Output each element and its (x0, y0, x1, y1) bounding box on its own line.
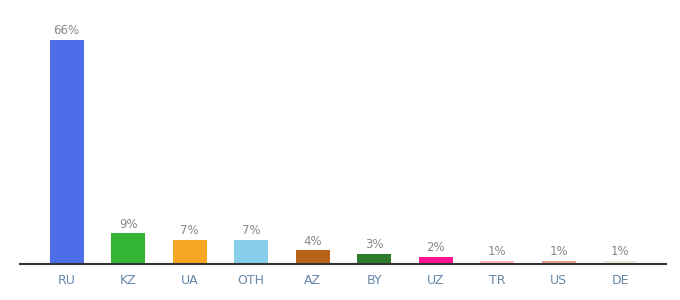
Bar (50, 40, 84, 264)
Bar (234, 240, 268, 264)
Bar (542, 261, 575, 264)
Text: 4%: 4% (303, 235, 322, 248)
Text: 1%: 1% (549, 245, 568, 258)
Text: 9%: 9% (119, 218, 137, 231)
Bar (419, 257, 453, 264)
Text: 66%: 66% (54, 24, 80, 37)
Text: 3%: 3% (365, 238, 384, 251)
Text: 2%: 2% (426, 242, 445, 254)
Bar (173, 240, 207, 264)
Text: 7%: 7% (180, 224, 199, 238)
Bar (480, 261, 514, 264)
Text: 1%: 1% (611, 245, 630, 258)
Bar (603, 261, 637, 264)
Text: 7%: 7% (242, 224, 260, 238)
Bar (112, 233, 145, 264)
Text: 1%: 1% (488, 245, 507, 258)
Bar (357, 254, 391, 264)
Bar (296, 250, 330, 264)
